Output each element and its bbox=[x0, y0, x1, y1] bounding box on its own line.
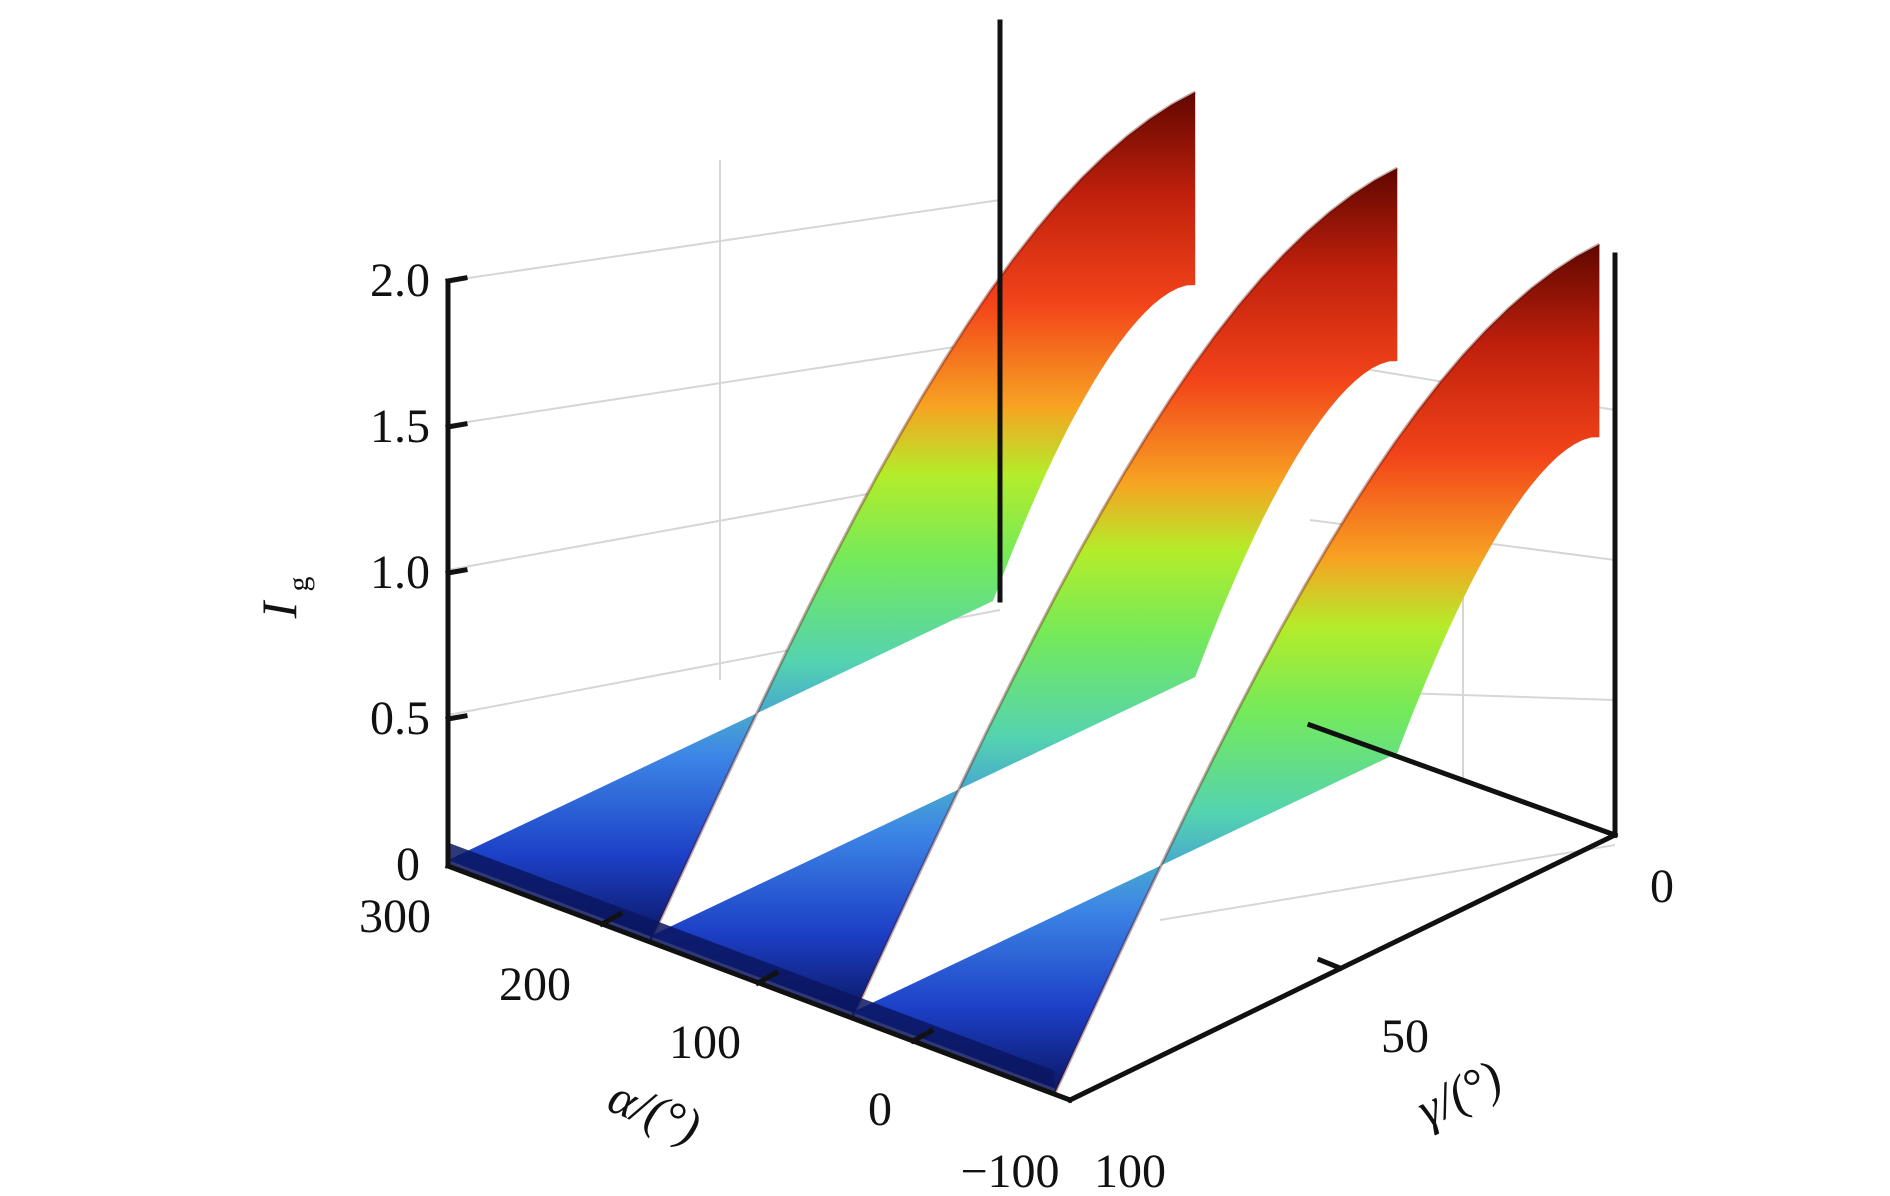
y-tick-label: 0 bbox=[1650, 860, 1674, 913]
x-tick-mark bbox=[909, 1027, 935, 1045]
x-tick-label: 300 bbox=[359, 890, 431, 943]
back-floor-line bbox=[1306, 721, 1619, 839]
z-tick-mark bbox=[445, 567, 468, 576]
z-tick-label: 2.0 bbox=[370, 254, 430, 307]
z-axis-title-sub: g bbox=[282, 577, 315, 592]
ridge-surface-1 bbox=[448, 92, 1196, 942]
surface bbox=[448, 90, 1601, 1095]
x-tick-label: 0 bbox=[868, 1083, 892, 1136]
ridge-crest-3 bbox=[1053, 242, 1601, 1095]
z-tick-label: 1.0 bbox=[370, 546, 430, 599]
ridge-crest-1 bbox=[648, 90, 1196, 943]
ridge-surface-3 bbox=[852, 244, 1600, 1095]
x-axis-title: α/(°) bbox=[601, 1067, 709, 1154]
y-tick-label: 50 bbox=[1381, 1010, 1429, 1063]
grid-line bbox=[447, 339, 1001, 426]
tick-labels: 2.0 1.5 1.0 0.5 0 300 200 100 0 −100 100… bbox=[251, 254, 1674, 1196]
x-tick-label: −100 bbox=[960, 1145, 1059, 1196]
x-tick-mark bbox=[598, 910, 624, 928]
z-tick-mark bbox=[445, 713, 468, 722]
z-tick-label: 0 bbox=[396, 838, 420, 891]
z-tick-label: 0.5 bbox=[370, 692, 430, 745]
z-tick-label: 1.5 bbox=[370, 400, 430, 453]
grid-line bbox=[1159, 844, 1616, 921]
x-tick-mark bbox=[754, 969, 780, 987]
ridge-surface-2 bbox=[650, 168, 1398, 1019]
axes bbox=[444, 19, 1619, 1104]
x-tick-label: 200 bbox=[499, 958, 571, 1011]
z-axis-title: I g bbox=[251, 577, 315, 620]
z-axis-title-main: I bbox=[251, 599, 307, 619]
y-tick-label: 100 bbox=[1094, 1145, 1166, 1196]
x-tick-label: 100 bbox=[669, 1016, 741, 1069]
y-tick-mark bbox=[1316, 956, 1344, 972]
z-tick-mark bbox=[445, 421, 468, 430]
surface-base-band bbox=[448, 842, 1055, 1095]
z-tick-mark bbox=[445, 275, 468, 284]
ridge-crest-2 bbox=[850, 166, 1399, 1019]
grid-line bbox=[447, 199, 1001, 282]
